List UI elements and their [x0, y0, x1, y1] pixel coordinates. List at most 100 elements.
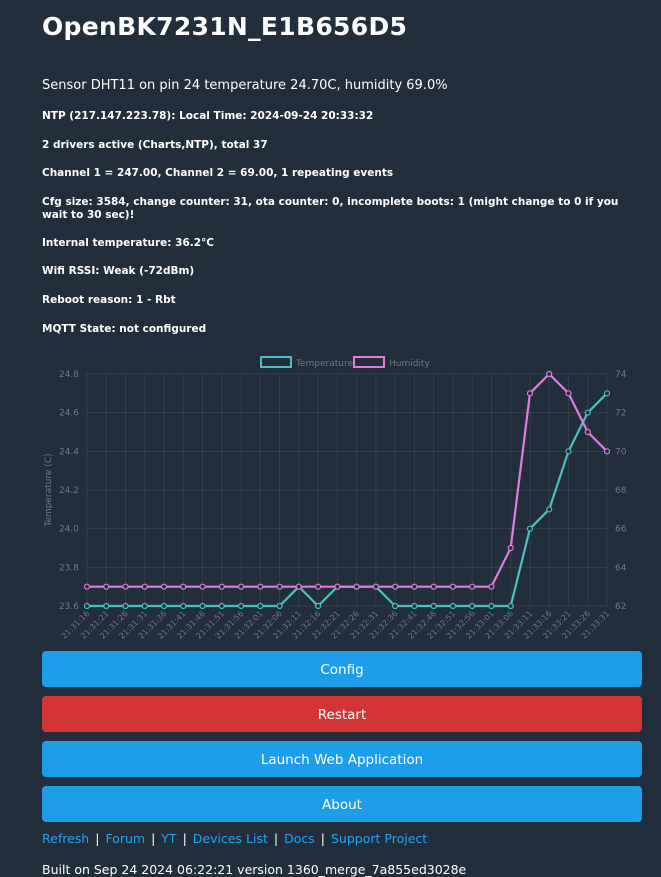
series-line-temperature — [87, 392, 608, 608]
data-point-temperature — [180, 602, 187, 610]
series-line-humidity — [87, 372, 608, 588]
yt-link[interactable]: YT — [161, 831, 177, 846]
data-point-temperature — [315, 602, 322, 610]
sensor-chart: 23.6 23.8 24.0 24.2 24.4 24.6 24.8 62 64 66 68 70 72… — [44, 356, 627, 641]
data-point-temperature — [103, 602, 110, 610]
legend-label-temperature: Temperature — [295, 359, 353, 369]
data-point-temperature — [565, 448, 572, 455]
data-point-humidity — [218, 583, 225, 590]
config-button[interactable]: Config — [42, 651, 642, 687]
data-point-humidity — [334, 583, 341, 590]
data-point-humidity — [276, 583, 283, 590]
data-point-temperature — [83, 602, 91, 610]
link-separator: | — [95, 831, 100, 846]
data-point-humidity — [295, 583, 302, 590]
data-point-humidity — [584, 428, 591, 436]
link-separator: | — [320, 831, 325, 846]
legend-swatch-humidity — [353, 356, 385, 368]
internal-temperature: Internal temperature: 36.2°C — [42, 237, 215, 249]
y-tick-left: 24.2 — [59, 486, 79, 496]
data-point-humidity — [180, 583, 187, 590]
data-point-humidity — [469, 583, 476, 590]
data-point-temperature — [276, 602, 283, 610]
restart-button[interactable]: Restart — [42, 696, 642, 732]
y-tick-right: 62 — [615, 602, 626, 612]
build-info: Built on Sep 24 2024 06:22:21 version 13… — [42, 862, 467, 877]
y-tick-right: 72 — [615, 409, 626, 419]
devices-list-link[interactable]: Devices List — [192, 831, 268, 846]
support-project-link[interactable]: Support Project — [331, 831, 428, 846]
data-point-humidity — [565, 390, 572, 397]
data-point-temperature — [237, 602, 245, 610]
y-tick-left: 23.6 — [59, 602, 79, 612]
legend-label-humidity: Humidity — [389, 359, 430, 369]
data-point-temperature — [430, 602, 437, 610]
data-point-humidity — [257, 583, 264, 590]
reboot-reason: Reboot reason: 1 - Rbt — [42, 294, 176, 306]
data-point-humidity — [507, 544, 514, 552]
y-tick-left: 24.0 — [59, 525, 79, 535]
data-point-temperature — [160, 602, 168, 610]
y-axis-title-left: Temperature (C) — [44, 453, 54, 527]
data-point-humidity — [526, 390, 534, 397]
data-point-temperature — [469, 602, 476, 610]
y-tick-right: 66 — [615, 525, 627, 535]
footer-links: Refresh | Forum | YT | Devices List | Docs | Suppo… — [42, 831, 427, 846]
legend-swatch-temperature — [260, 356, 292, 368]
data-point-humidity — [603, 448, 611, 455]
data-point-temperature — [122, 602, 129, 610]
data-point-humidity — [103, 583, 110, 590]
data-point-temperature — [546, 506, 553, 513]
cfg-status: Cfg size: 3584, change counter: 31, ota … — [42, 196, 619, 221]
y-tick-right: 68 — [615, 486, 627, 496]
y-tick-left: 24.8 — [59, 370, 79, 380]
data-point-humidity — [353, 583, 360, 590]
data-point-temperature — [199, 602, 206, 610]
refresh-link[interactable]: Refresh — [42, 831, 90, 846]
data-point-temperature — [449, 602, 457, 610]
y-tick-left: 23.8 — [59, 563, 79, 573]
link-separator: | — [273, 831, 279, 846]
page-title: OpenBK7231N_E1B656D5 — [42, 12, 408, 41]
data-point-humidity — [392, 583, 399, 590]
about-button[interactable]: About — [42, 786, 642, 822]
y-tick-right: 74 — [615, 370, 627, 380]
data-point-humidity — [372, 583, 379, 590]
mqtt-state: MQTT State: not configured — [42, 323, 207, 335]
data-point-humidity — [141, 583, 148, 590]
channels-status: Channel 1 = 247.00, Channel 2 = 69.00, 1… — [42, 167, 394, 179]
data-point-humidity — [411, 583, 418, 590]
data-point-humidity — [488, 583, 495, 590]
data-point-temperature — [141, 602, 148, 610]
data-point-temperature — [526, 525, 534, 532]
data-point-humidity — [237, 583, 245, 590]
data-point-humidity — [199, 583, 206, 590]
link-separator: | — [182, 831, 187, 846]
data-point-temperature — [257, 602, 264, 610]
data-point-temperature — [603, 390, 611, 397]
ntp-status: NTP (217.147.223.78): Local Time: 2024-0… — [42, 110, 374, 122]
data-point-humidity — [315, 583, 322, 590]
data-point-temperature — [584, 409, 591, 416]
data-point-humidity — [449, 583, 457, 590]
data-point-temperature — [392, 602, 399, 610]
data-point-humidity — [430, 583, 437, 590]
y-tick-left: 24.4 — [59, 447, 79, 457]
data-point-humidity — [83, 583, 91, 590]
data-point-humidity — [122, 583, 129, 590]
data-point-temperature — [218, 602, 225, 610]
data-point-temperature — [411, 602, 418, 610]
y-tick-right: 64 — [615, 563, 627, 573]
sensor-status: Sensor DHT11 on pin 24 temperature 24.70… — [42, 78, 448, 93]
y-tick-right: 70 — [615, 447, 627, 457]
forum-link[interactable]: Forum — [105, 831, 146, 846]
data-point-humidity — [546, 370, 553, 378]
data-point-temperature — [488, 602, 495, 610]
data-point-temperature — [507, 602, 514, 610]
wifi-rssi: Wifi RSSI: Weak (-72dBm) — [42, 265, 195, 277]
link-separator: | — [151, 831, 156, 846]
drivers-status: 2 drivers active (Charts,NTP), total 37 — [42, 139, 268, 151]
launch-web-app-button[interactable]: Launch Web Application — [42, 741, 642, 777]
data-point-humidity — [160, 583, 168, 590]
docs-link[interactable]: Docs — [284, 831, 315, 846]
